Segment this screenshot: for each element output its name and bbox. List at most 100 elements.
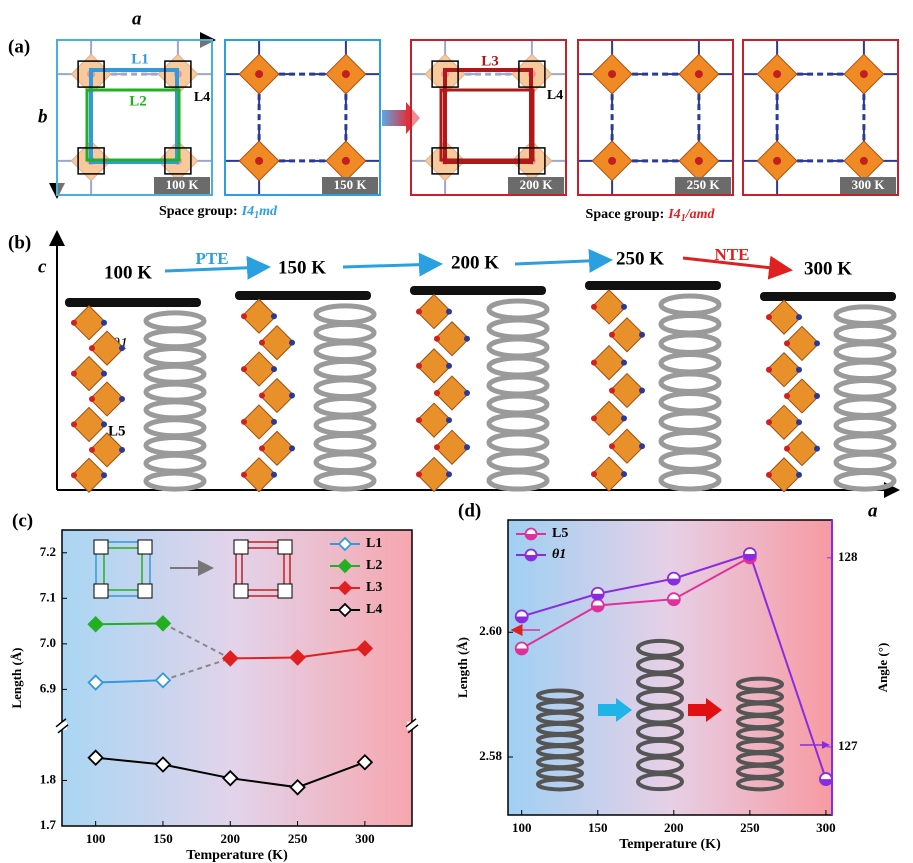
- length-square: [439, 88, 535, 162]
- legend-marker: [337, 602, 353, 618]
- spring-coil: [143, 345, 207, 368]
- y-tick-label: 7.1: [40, 589, 56, 604]
- marker: [289, 649, 306, 666]
- marker-half: [515, 616, 528, 623]
- atom: [591, 359, 597, 366]
- legend-marker: [337, 558, 353, 574]
- atom: [289, 392, 295, 399]
- octahedron: [71, 305, 107, 341]
- spring-coil: [833, 451, 897, 474]
- spring-coil: [658, 293, 722, 317]
- inset-corner: [137, 539, 153, 555]
- legend-marker: [337, 580, 353, 596]
- spring-coil: [658, 449, 722, 473]
- chain: [71, 305, 125, 493]
- axis-break: [55, 718, 67, 728]
- temp-badge: [840, 177, 896, 194]
- atom: [241, 313, 247, 320]
- cell-bg: [57, 40, 212, 195]
- octahedron: [434, 429, 470, 465]
- atom: [416, 308, 422, 315]
- spring-coil: [658, 332, 722, 356]
- atom: [241, 471, 247, 478]
- spring-coil: [313, 395, 377, 418]
- spring-coil: [486, 317, 550, 340]
- l5-label: L5: [108, 423, 126, 439]
- octahedron: [766, 404, 802, 440]
- transition-arrow: [382, 110, 408, 126]
- axis-pointer: [822, 741, 830, 749]
- legend-label: L1: [366, 536, 382, 551]
- temp-label: 150 K: [334, 177, 368, 192]
- atom: [271, 418, 277, 425]
- octahedron: [591, 456, 627, 492]
- inset-square: [103, 547, 143, 591]
- x-tick-label: 250: [288, 831, 308, 846]
- atom: [796, 471, 802, 478]
- length-label: L1: [131, 51, 149, 67]
- x-tick-label: 150: [588, 820, 608, 835]
- cluster-core: [341, 156, 350, 165]
- axis-label: a: [868, 500, 878, 521]
- temp-label: 200 K: [520, 177, 554, 192]
- octahedron: [434, 375, 470, 411]
- marker-half: [515, 648, 528, 655]
- atom: [639, 387, 645, 394]
- connector: [162, 622, 231, 660]
- marker: [154, 615, 172, 632]
- top-plate: [235, 291, 371, 300]
- octahedron: [71, 355, 107, 392]
- inset-corner: [277, 583, 293, 599]
- nte-arrow: [682, 255, 793, 280]
- octahedron: [591, 289, 627, 325]
- spring-coil: [833, 341, 897, 363]
- spring-coil: [833, 414, 897, 437]
- atom: [416, 362, 422, 369]
- space-group-name: I4: [667, 207, 680, 222]
- y2-axis-title: Angle (°): [875, 643, 890, 693]
- octahedron: [89, 330, 125, 366]
- chain: [416, 293, 470, 493]
- inset-diagram: [93, 539, 293, 599]
- atom: [784, 393, 790, 399]
- temp-label: 100 K: [166, 177, 200, 192]
- connector: [162, 657, 231, 682]
- inset-spring-coil: [536, 777, 584, 792]
- cluster-box: [518, 60, 546, 88]
- atom: [621, 415, 627, 422]
- series-line: [521, 556, 751, 650]
- spring-coil: [658, 468, 722, 492]
- octahedron: [416, 348, 452, 384]
- spring-coil: [313, 321, 377, 344]
- octahedron: [416, 456, 452, 493]
- atom: [434, 335, 440, 342]
- pte-arrow: [342, 252, 443, 277]
- spring-coil: [143, 381, 207, 403]
- spring-coil: [313, 340, 377, 363]
- axis-break-gap: [57, 721, 67, 730]
- spring-coil: [486, 336, 550, 359]
- length-label: L4: [194, 90, 210, 105]
- space-group-name: I4: [241, 204, 254, 219]
- temp-label: 100 K: [104, 262, 152, 283]
- temp-label: 300 K: [852, 177, 886, 192]
- marker: [87, 749, 104, 766]
- axis-break: [57, 724, 69, 734]
- spring-coil: [143, 399, 207, 421]
- spring-coil: [833, 470, 897, 492]
- length-square: [85, 88, 181, 162]
- spring-coil: [313, 303, 377, 326]
- atom: [119, 396, 125, 402]
- spring-coil: [143, 452, 207, 474]
- cluster-box: [518, 147, 546, 175]
- x-axis-title: Temperature (K): [619, 837, 721, 852]
- marker: [221, 769, 239, 787]
- atom: [464, 335, 470, 342]
- x-tick-label: 150: [153, 831, 173, 846]
- inset-corner: [233, 583, 249, 599]
- atom: [289, 445, 295, 452]
- chain: [591, 289, 645, 492]
- inset-square: [95, 541, 151, 597]
- octahedron: [434, 321, 470, 357]
- spring-coil: [486, 298, 550, 321]
